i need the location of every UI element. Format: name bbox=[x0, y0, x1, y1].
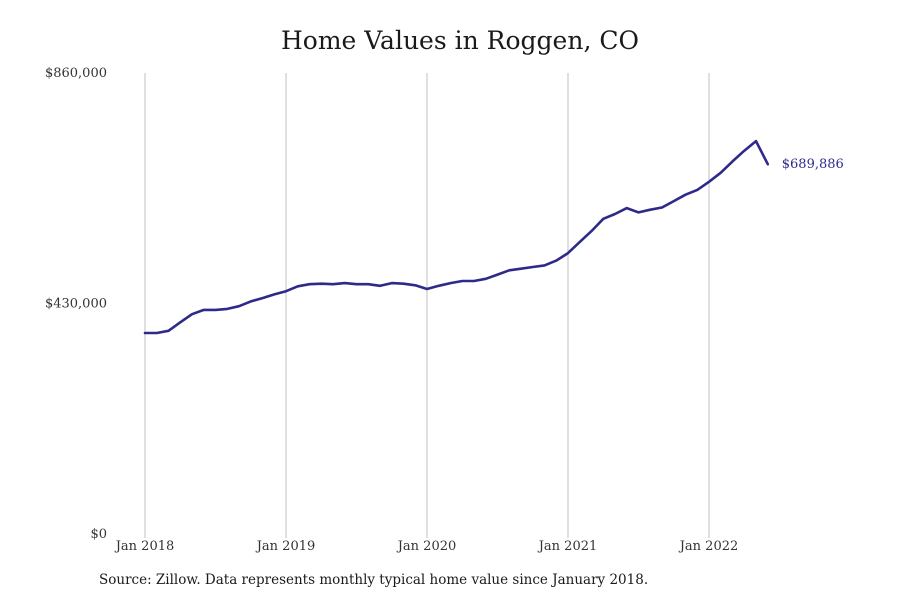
series-line-0 bbox=[143, 139, 770, 335]
end-value-label: $689,886 bbox=[782, 157, 844, 172]
source-note: Source: Zillow. Data represents monthly … bbox=[99, 572, 649, 588]
x-tick-label-1: Jan 2019 bbox=[255, 539, 316, 554]
x-tick-label-2: Jan 2020 bbox=[396, 539, 457, 554]
y-tick-label-1: $430,000 bbox=[45, 297, 107, 312]
y-tick-label-2: $860,000 bbox=[45, 66, 107, 81]
grid-lines bbox=[144, 73, 710, 538]
x-tick-label-3: Jan 2021 bbox=[537, 539, 598, 554]
x-tick-label-0: Jan 2018 bbox=[114, 539, 175, 554]
x-tick-label-4: Jan 2022 bbox=[678, 539, 739, 554]
x-axis-tick-labels: Jan 2018 Jan 2019 Jan 2020 Jan 2021 Jan 2022 bbox=[114, 539, 739, 554]
series-group bbox=[143, 139, 770, 335]
y-axis-tick-labels: $0 $430,000 $860,000 bbox=[45, 66, 107, 542]
y-tick-label-0: $0 bbox=[90, 527, 107, 542]
chart-title: Home Values in Roggen, CO bbox=[281, 26, 639, 55]
data-labels: $689,886 bbox=[782, 157, 844, 172]
